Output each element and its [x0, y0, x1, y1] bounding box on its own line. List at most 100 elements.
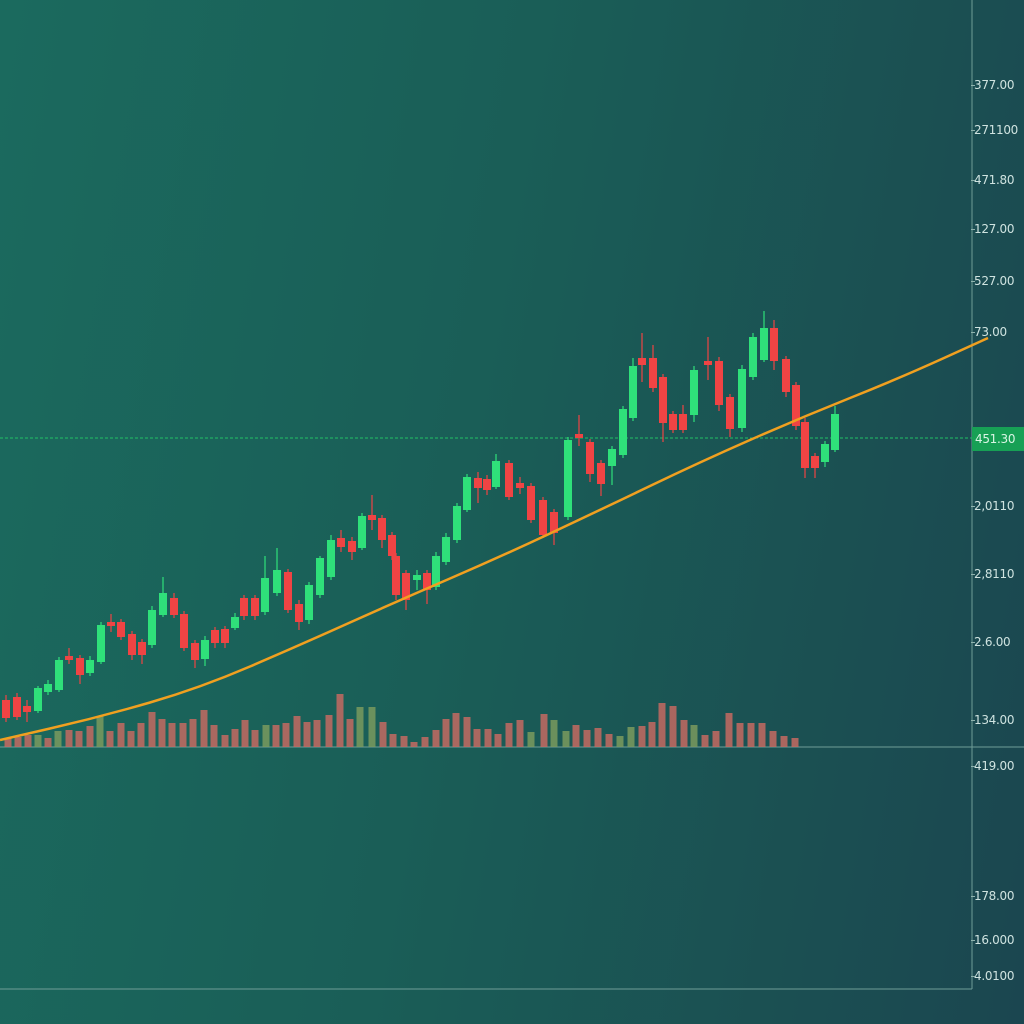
- volume-bar: [44, 738, 52, 747]
- volume-bar: [540, 714, 548, 747]
- volume-bar: [137, 723, 145, 747]
- volume-bar: [379, 722, 387, 747]
- candle: [690, 366, 698, 422]
- volume-bar: [313, 720, 321, 747]
- candle: [211, 627, 219, 648]
- volume-bar: [583, 730, 591, 747]
- volume-bar: [231, 729, 239, 747]
- volume-bar: [432, 730, 440, 747]
- candle: [597, 460, 605, 496]
- price-axis-label: 271100: [970, 123, 1019, 137]
- volume-bar: [594, 728, 602, 747]
- volume-bar: [221, 735, 229, 747]
- volume-bar: [24, 735, 32, 747]
- volume-bar: [638, 726, 646, 747]
- candle: [388, 532, 396, 560]
- candle: [97, 622, 105, 664]
- candle: [649, 345, 657, 392]
- candle: [539, 497, 547, 538]
- volume-axis-label: 16.000: [970, 933, 1015, 947]
- volume-bar: [148, 712, 156, 747]
- candle: [128, 631, 136, 660]
- candles: [2, 311, 839, 722]
- volume-bar: [336, 694, 344, 747]
- volume-bar: [780, 736, 788, 747]
- volume-bar: [421, 737, 429, 747]
- candle: [715, 357, 723, 411]
- volume-bar: [34, 735, 42, 747]
- volume-bar: [747, 723, 755, 747]
- candle: [575, 415, 583, 446]
- candle: [378, 515, 386, 548]
- candle: [629, 358, 637, 421]
- volume-bar: [282, 723, 290, 747]
- volume-bar: [627, 727, 635, 747]
- volume-bar: [356, 707, 364, 747]
- candle: [348, 537, 356, 560]
- candle: [413, 570, 421, 590]
- candle: [474, 472, 482, 503]
- volume-bar: [272, 725, 280, 747]
- volume-bar: [736, 723, 744, 747]
- volume-bar: [725, 713, 733, 747]
- candle: [159, 577, 167, 617]
- volume-bar: [293, 716, 301, 747]
- trend-line: [0, 336, 989, 742]
- volume-bar: [65, 730, 73, 747]
- candle: [638, 333, 646, 382]
- candle: [505, 460, 513, 500]
- candle: [659, 374, 667, 442]
- candle: [261, 556, 269, 615]
- volume-bar: [669, 706, 677, 747]
- candle: [2, 695, 10, 722]
- volume-bar: [303, 722, 311, 747]
- volume-bar: [648, 722, 656, 747]
- volume-bar: [106, 731, 114, 747]
- volume-bar: [400, 736, 408, 747]
- volume-bar: [658, 703, 666, 747]
- candle: [831, 406, 839, 452]
- candle: [679, 405, 687, 433]
- volume-bar: [200, 710, 208, 747]
- volume-bar: [179, 723, 187, 747]
- candle: [284, 569, 292, 613]
- candle: [442, 533, 450, 565]
- candle: [782, 356, 790, 397]
- candle: [295, 600, 303, 630]
- volume-bar: [484, 729, 492, 747]
- candle: [251, 595, 259, 620]
- candle: [770, 320, 778, 370]
- candle: [191, 640, 199, 668]
- candle: [180, 611, 188, 651]
- candle: [669, 411, 677, 433]
- candle: [201, 636, 209, 666]
- volume-axis-label: 419.00: [970, 759, 1015, 773]
- candle: [55, 657, 63, 692]
- candle: [358, 513, 366, 550]
- candle: [138, 639, 146, 664]
- volume-bar: [389, 734, 397, 747]
- candle: [107, 614, 115, 632]
- price-axis-label: 134.00: [970, 713, 1015, 727]
- volume-bar: [262, 725, 270, 747]
- volume-bar: [96, 716, 104, 747]
- volume-bar: [346, 719, 354, 747]
- volume-bar: [54, 731, 62, 747]
- candle: [423, 570, 431, 604]
- volume-axis-label: 4.0100: [970, 969, 1015, 983]
- candle: [527, 483, 535, 523]
- candle: [704, 337, 712, 380]
- volume-bar: [616, 736, 624, 747]
- candle: [402, 570, 410, 610]
- volume-bar: [251, 730, 259, 747]
- volume-bar: [117, 723, 125, 747]
- candle: [240, 595, 248, 620]
- candle: [221, 626, 229, 648]
- candle: [821, 441, 829, 467]
- price-axis-label: 2.6.00: [970, 635, 1011, 649]
- volume-bar: [769, 731, 777, 747]
- candle: [550, 509, 558, 545]
- volume-bar: [605, 734, 613, 747]
- volume-bar: [210, 725, 218, 747]
